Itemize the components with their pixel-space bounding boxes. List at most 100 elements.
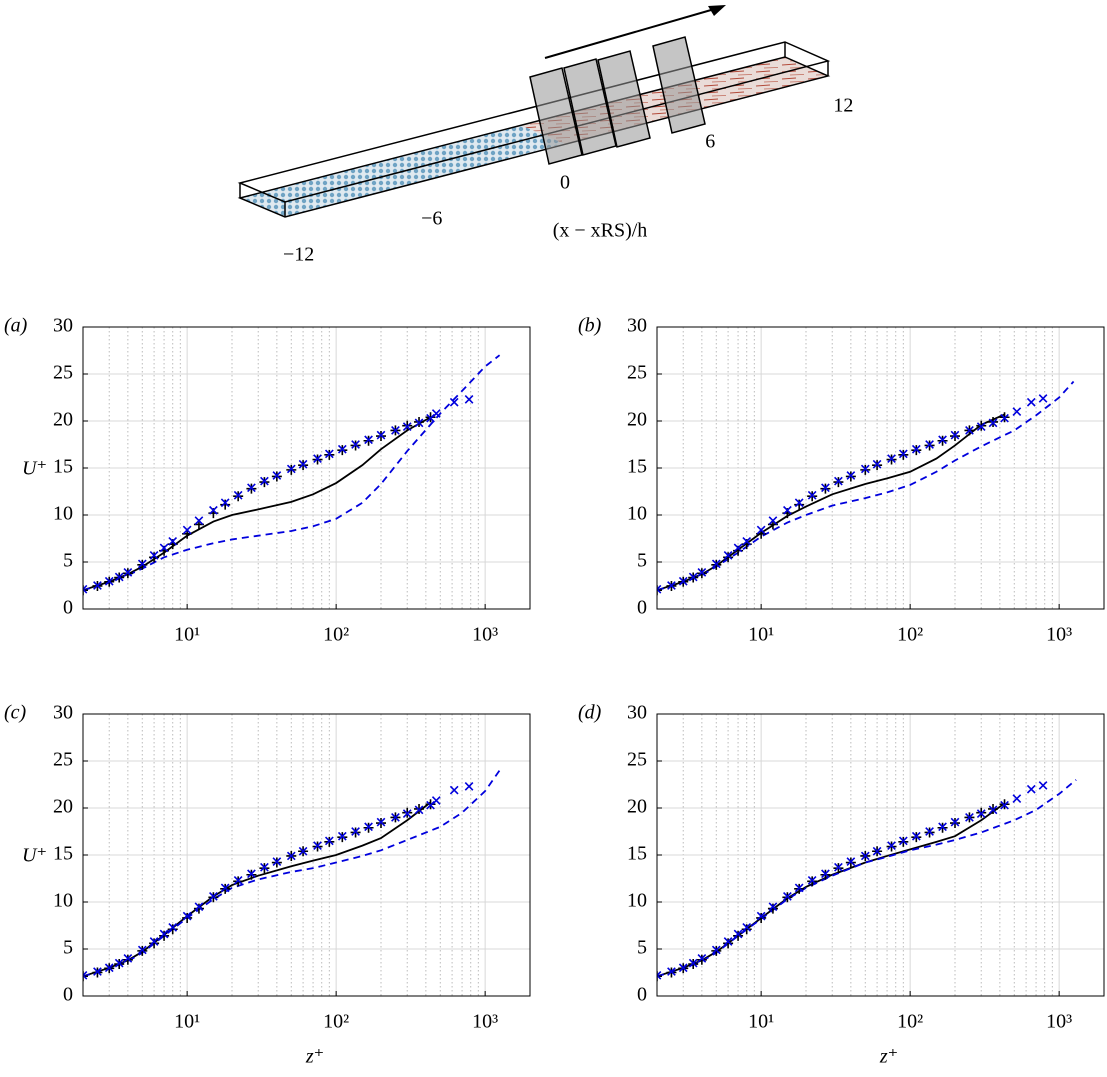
- plot-frame: [82, 326, 531, 610]
- cross-marker: [657, 584, 662, 594]
- y-axis-label: U⁺: [22, 458, 47, 480]
- cross-marker: [657, 970, 662, 980]
- cross-marker: [860, 464, 870, 474]
- cross-marker: [988, 805, 998, 815]
- cross-marker: [697, 567, 707, 577]
- cross-marker: [1038, 394, 1048, 403]
- cross-marker: [911, 444, 921, 454]
- plus-marker: [723, 552, 734, 563]
- solid-line: [657, 802, 1006, 978]
- cross-marker: [247, 869, 256, 879]
- cross-marker: [402, 422, 412, 432]
- cross-marker: [376, 817, 386, 827]
- x-tick-label: 10²: [897, 624, 923, 646]
- cross-marker: [149, 937, 159, 946]
- plot-frame: [656, 713, 1105, 997]
- cross-marker: [965, 813, 974, 822]
- cross-marker: [733, 543, 743, 553]
- cross-marker: [794, 498, 804, 508]
- cross-marker: [159, 929, 169, 939]
- cross-marker: [431, 409, 441, 418]
- panel: 0 5 10 15 20 25 30 10¹ 10² 10³ (a) U⁺: [4, 315, 531, 646]
- x-tick-label: 10¹: [748, 1011, 774, 1033]
- cross-marker: [821, 483, 830, 493]
- schematic: (x − xRS)/h: [237, 5, 831, 242]
- x-tick-label: 10³: [472, 624, 498, 646]
- y-tick-label: 5: [637, 550, 647, 572]
- plus-marker: [182, 912, 193, 923]
- y-tick-label: 10: [53, 503, 73, 525]
- plus-marker: [657, 971, 662, 982]
- schematic-tick-label: −6: [421, 208, 442, 230]
- cross-marker: [697, 954, 707, 963]
- cross-marker: [783, 891, 792, 901]
- y-tick-label: 5: [637, 937, 647, 959]
- cross-marker: [137, 559, 147, 569]
- cross-marker: [114, 958, 124, 968]
- cross-marker: [260, 476, 269, 486]
- cross-marker: [402, 809, 412, 819]
- solid-line: [657, 413, 1005, 592]
- panel: 0 5 10 15 20 25 30 10¹ 10² 10³ (d) z⁺: [578, 702, 1105, 1068]
- data-layer: [83, 769, 501, 982]
- cross-marker: [464, 395, 474, 404]
- cross-marker: [965, 426, 974, 435]
- x-tick-label: 10³: [472, 1011, 498, 1033]
- measurement-plane: [597, 50, 651, 148]
- x-axis-label: z⁺: [879, 1046, 898, 1068]
- y-tick-label: 30: [627, 702, 647, 724]
- measurement-plane: [563, 58, 617, 156]
- cross-marker: [209, 505, 218, 515]
- plot-frame: [82, 713, 531, 997]
- cross-marker: [1012, 407, 1022, 416]
- cross-marker: [846, 857, 856, 866]
- cross-marker: [104, 963, 114, 973]
- cross-marker: [723, 937, 733, 946]
- cross-marker: [821, 869, 830, 879]
- flow-arrow: [544, 7, 719, 59]
- y-tick-label: 25: [53, 362, 73, 384]
- y-tick-label: 25: [53, 749, 73, 771]
- schematic-tick-label: 12: [833, 95, 853, 117]
- cross-marker: [834, 862, 843, 872]
- data-layer: [83, 354, 501, 596]
- schematic-tick-label: 6: [705, 131, 715, 153]
- cross-marker: [887, 841, 896, 850]
- y-tick-label: 20: [627, 796, 647, 818]
- cross-marker: [1000, 413, 1009, 423]
- cross-marker: [391, 426, 400, 435]
- cross-marker: [711, 559, 721, 569]
- cross-marker: [233, 490, 243, 500]
- cross-marker: [846, 471, 856, 480]
- cross-marker: [756, 525, 766, 535]
- y-tick-label: 15: [53, 843, 73, 865]
- cross-marker: [950, 430, 960, 440]
- cross-marker: [449, 785, 459, 795]
- cross-marker: [678, 963, 688, 973]
- cross-marker: [168, 923, 178, 932]
- data-layer: [657, 380, 1075, 596]
- y-tick-label: 0: [63, 597, 73, 619]
- cross-marker: [364, 822, 373, 832]
- y-tick-label: 20: [627, 409, 647, 431]
- cross-marker: [768, 902, 778, 912]
- cross-marker: [950, 817, 960, 827]
- cross-marker: [756, 911, 766, 921]
- cross-marker: [149, 551, 159, 560]
- y-tick-label: 25: [627, 362, 647, 384]
- cross-marker: [247, 483, 256, 493]
- cross-marker: [733, 929, 743, 939]
- cross-marker: [93, 581, 102, 590]
- y-tick-label: 0: [63, 984, 73, 1006]
- cross-marker: [364, 435, 373, 445]
- cross-marker: [449, 397, 459, 407]
- cross-marker: [723, 551, 733, 560]
- plus-marker: [167, 924, 178, 935]
- plus-marker: [767, 903, 778, 914]
- y-tick-label: 20: [53, 796, 73, 818]
- cross-marker: [1038, 781, 1048, 790]
- plus-marker: [794, 499, 805, 510]
- cross-marker: [286, 464, 296, 474]
- plus-marker: [723, 938, 734, 949]
